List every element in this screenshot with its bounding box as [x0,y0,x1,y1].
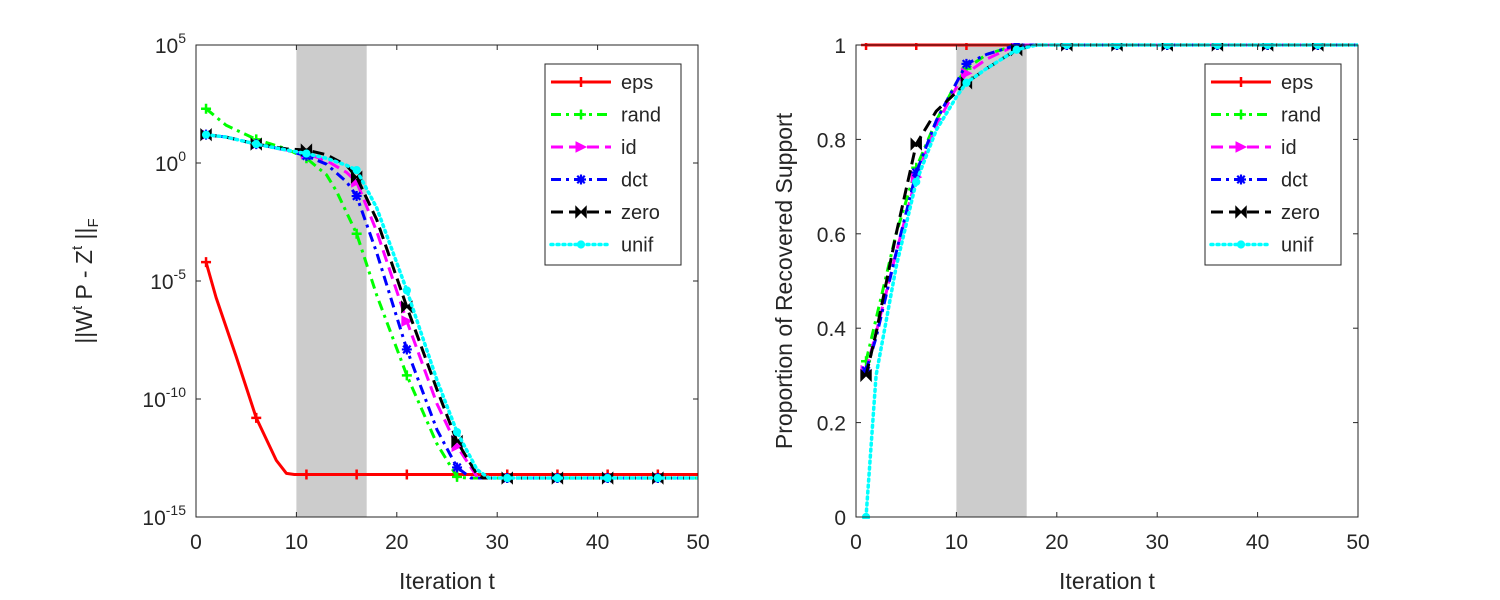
legend-marker-zero [1235,205,1247,219]
shaded-region [956,45,1027,517]
legend-label-unif: unif [621,235,654,257]
y-tick-label: 10-10 [142,384,186,412]
legend-marker-id [1235,141,1248,153]
legend-label-rand: rand [621,105,661,127]
data-point-unif [352,165,361,175]
legend: eps rand id dct zero unif [1204,63,1342,266]
y-tick-label: 0.2 [817,413,846,436]
data-point-unif [402,286,411,295]
series-line-dct [864,43,1358,372]
legend-marker-eps [576,77,586,87]
x-tick-label: 10 [945,531,968,554]
data-point-dct [401,344,412,355]
y-tick-label: 10-5 [150,266,186,294]
legend-marker-unif [576,240,586,249]
data-point-dct [911,167,922,178]
legend: eps rand id dct zero unif [544,63,682,266]
data-point-rand [452,471,463,482]
legend-label-unif: unif [1281,235,1314,257]
x-tick-label: 20 [385,531,408,554]
data-point-unif [503,473,512,483]
x-tick-label: 30 [1146,531,1169,554]
x-tick-label: 10 [285,531,308,554]
data-point-rand [351,228,362,239]
legend-label-eps: eps [1281,72,1313,94]
y-tick-label: 1 [834,35,846,58]
series-group [200,103,698,485]
x-axis-label: Iteration t [1059,568,1155,594]
legend-marker-dct [1236,174,1246,185]
x-axis-label: Iteration t [399,568,495,594]
legend-marker-unif [1236,240,1246,249]
legend-box [1204,63,1342,266]
legend-label-id: id [621,137,637,159]
x-tick-label: 30 [486,531,509,554]
data-point-dct [961,58,972,69]
legend-label-zero: zero [621,202,660,224]
x-tick-label: 40 [1246,531,1269,554]
y-axis-label: ||Wt P - Zt ||F [69,218,102,343]
y-tick-label: 10-15 [142,502,186,530]
data-point-unif [452,427,462,437]
data-point-unif [201,130,211,139]
data-point-unif [962,78,971,87]
legend-label-rand: rand [1281,105,1321,127]
data-point-eps [251,412,262,423]
series-line-rand [864,43,1358,362]
legend-marker-zero [575,205,587,219]
legend-label-dct: dct [1281,170,1308,192]
data-point-unif [912,177,921,186]
legend-label-dct: dct [621,170,648,192]
left-chart-log-error: 0 10 20 30 40 50 10-15 10-10 10-5 100 105 Iteration… [69,30,710,594]
legend-marker-eps [1236,77,1246,87]
data-point-eps [201,257,212,268]
legend-label-eps: eps [621,72,653,94]
legend-label-id: id [1281,137,1297,159]
data-point-rand [201,103,212,114]
x-tick-label: 40 [586,531,609,554]
y-tick-label: 0.6 [817,224,846,247]
series-line-eps [204,261,698,477]
data-point-id [960,67,973,80]
x-tick-label: 0 [850,531,862,554]
y-tick-label: 0 [834,507,846,530]
legend-marker-dct [576,174,586,185]
x-tick-label: 20 [1045,531,1068,554]
legend-marker-id [575,141,588,153]
data-point-unif [553,473,562,483]
data-point-id [401,315,413,327]
data-point-rand [401,370,412,381]
x-tick-label: 50 [686,531,709,554]
data-point-unif [1012,45,1021,54]
data-point-dct [351,191,362,202]
axes-frame [855,44,1359,518]
legend-box [544,63,682,266]
data-point-zero [910,137,922,151]
shaded-region [296,45,367,517]
series-line-id [864,43,1358,372]
legend-marker-rand [576,109,586,120]
right-chart-recovered-support: 0 10 20 30 40 50 0 0.2 0.4 0.6 0.8 1 Iteration t Prop… [771,35,1370,594]
y-tick-label: 105 [155,30,186,58]
data-point-unif [603,473,612,483]
x-tick-label: 50 [1346,531,1369,554]
y-tick-label: 100 [155,148,186,176]
legend-label-zero: zero [1281,202,1320,224]
data-point-eps [351,469,362,480]
y-tick-label: 0.4 [817,318,847,341]
data-point-zero [860,368,872,383]
x-tick-label: 0 [190,531,202,554]
y-tick-label: 0.8 [817,129,846,152]
y-axis-label: Proportion of Recovered Support [771,112,797,449]
data-point-unif [653,473,662,483]
data-point-unif [252,140,261,149]
data-point-dct [452,462,463,473]
data-point-eps [401,469,412,480]
legend-marker-rand [1236,109,1246,120]
data-point-unif [302,149,311,158]
data-point-eps [301,469,312,480]
